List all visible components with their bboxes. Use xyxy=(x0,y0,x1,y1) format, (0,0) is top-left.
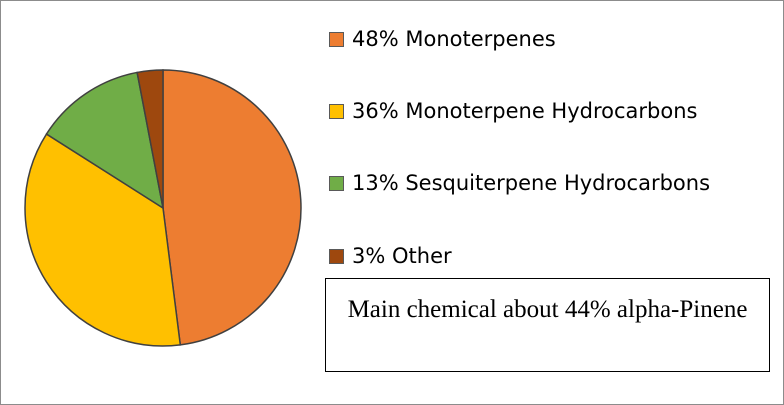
pie-slice xyxy=(45,71,165,210)
legend-item: 36% Monoterpene Hydrocarbons xyxy=(329,98,697,124)
pie-chart xyxy=(24,69,302,347)
legend-label: 36% Monoterpene Hydrocarbons xyxy=(352,99,698,123)
legend-swatch xyxy=(329,103,344,119)
legend-item: 3% Other xyxy=(329,243,452,269)
legend-label: 3% Other xyxy=(352,244,452,268)
pie-slice xyxy=(162,69,302,346)
legend-item: 13% Sesquiterpene Hydrocarbons xyxy=(329,170,710,196)
legend-swatch xyxy=(329,248,344,264)
legend-label: 48% Monoterpenes xyxy=(352,27,556,51)
legend-item: 48% Monoterpenes xyxy=(329,26,556,52)
pie-slice xyxy=(24,133,182,347)
legend-label: 13% Sesquiterpene Hydrocarbons xyxy=(352,171,711,195)
legend-swatch xyxy=(329,175,344,191)
pie-slice xyxy=(136,69,164,209)
annotation-box: Main chemical about 44% alpha-Pinene xyxy=(325,278,770,372)
legend-swatch xyxy=(329,31,344,47)
